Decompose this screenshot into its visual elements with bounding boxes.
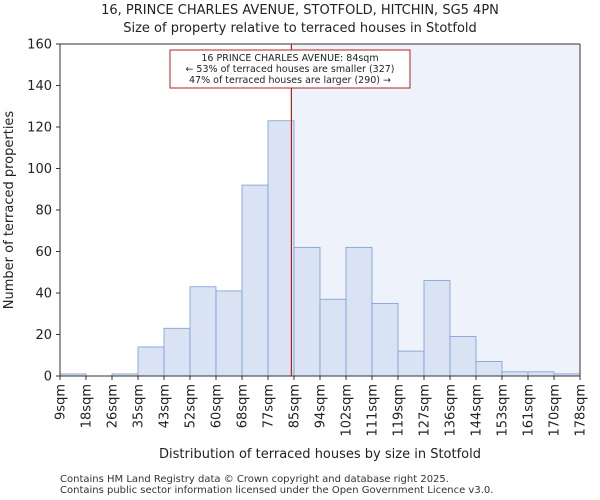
x-tick-label-127sqm: 127sqm (418, 384, 433, 437)
x-tick-label-9sqm: 9sqm (54, 384, 69, 420)
x-tick-label-77sqm: 77sqm (262, 384, 277, 428)
x-tick-label-60sqm: 60sqm (210, 384, 225, 428)
annotation-line-2: ← 53% of terraced houses are smaller (32… (185, 64, 394, 75)
bar-43sqm (163, 327, 191, 377)
chart-subtitle: Size of property relative to terraced ho… (123, 21, 477, 36)
bar-127sqm (423, 280, 451, 377)
x-tick-label-102sqm: 102sqm (340, 384, 355, 437)
x-tick-label-26sqm: 26sqm (106, 384, 121, 428)
y-tick-label-100: 100 (27, 162, 52, 177)
x-tick-label-94sqm: 94sqm (314, 384, 329, 428)
x-tick-label-35sqm: 35sqm (132, 384, 147, 428)
x-tick-label-52sqm: 52sqm (184, 384, 199, 428)
chart-title: 16, PRINCE CHARLES AVENUE, STOTFOLD, HIT… (101, 3, 499, 18)
bar-161sqm (527, 371, 555, 377)
bar-153sqm (501, 371, 529, 377)
y-tick-label-40: 40 (35, 287, 52, 302)
x-tick-label-85sqm: 85sqm (288, 384, 303, 428)
y-tick-label-140: 140 (27, 79, 52, 94)
y-tick-label-120: 120 (27, 121, 52, 136)
x-tick-label-119sqm: 119sqm (392, 384, 407, 437)
x-tick-label-111sqm: 111sqm (366, 384, 381, 437)
bar-77sqm (267, 120, 295, 377)
x-tick-label-136sqm: 136sqm (444, 384, 459, 437)
y-tick-label-20: 20 (35, 328, 52, 343)
x-tick-label-170sqm: 170sqm (548, 384, 563, 437)
bar-94sqm (319, 298, 347, 377)
chart-title-block: 16, PRINCE CHARLES AVENUE, STOTFOLD, HIT… (0, 2, 600, 38)
footer: Contains HM Land Registry data © Crown c… (60, 474, 493, 496)
bar-111sqm (371, 302, 399, 377)
y-tick-label-160: 160 (27, 38, 52, 53)
annotation-line-3: 47% of terraced houses are larger (290) … (189, 75, 391, 86)
bar-102sqm (345, 246, 373, 377)
bar-52sqm (189, 286, 217, 377)
x-tick-label-43sqm: 43sqm (158, 384, 173, 428)
bar-68sqm (241, 184, 269, 377)
y-tick-label-60: 60 (35, 245, 52, 260)
x-tick-label-144sqm: 144sqm (470, 384, 485, 437)
x-tick-label-178sqm: 178sqm (574, 384, 589, 437)
y-tick-label-0: 0 (44, 370, 52, 385)
bar-136sqm (449, 336, 477, 377)
footer-line-1: Contains HM Land Registry data © Crown c… (60, 474, 449, 485)
annotation-line-1: 16 PRINCE CHARLES AVENUE: 84sqm (201, 53, 378, 64)
bar-85sqm (293, 246, 321, 377)
y-axis-label: Number of terraced properties (2, 111, 17, 310)
bar-119sqm (397, 350, 425, 377)
x-tick-label-68sqm: 68sqm (236, 384, 251, 428)
annotation-box (169, 49, 411, 89)
bar-35sqm (137, 346, 165, 377)
bar-60sqm (215, 290, 243, 377)
x-tick-label-153sqm: 153sqm (496, 384, 511, 437)
footer-line-2: Contains public sector information licen… (60, 485, 494, 496)
bar-144sqm (475, 361, 503, 377)
x-tick-label-18sqm: 18sqm (80, 384, 95, 428)
x-axis-label: Distribution of terraced houses by size … (159, 447, 481, 462)
x-tick-label-161sqm: 161sqm (522, 384, 537, 437)
y-tick-label-80: 80 (35, 204, 52, 219)
